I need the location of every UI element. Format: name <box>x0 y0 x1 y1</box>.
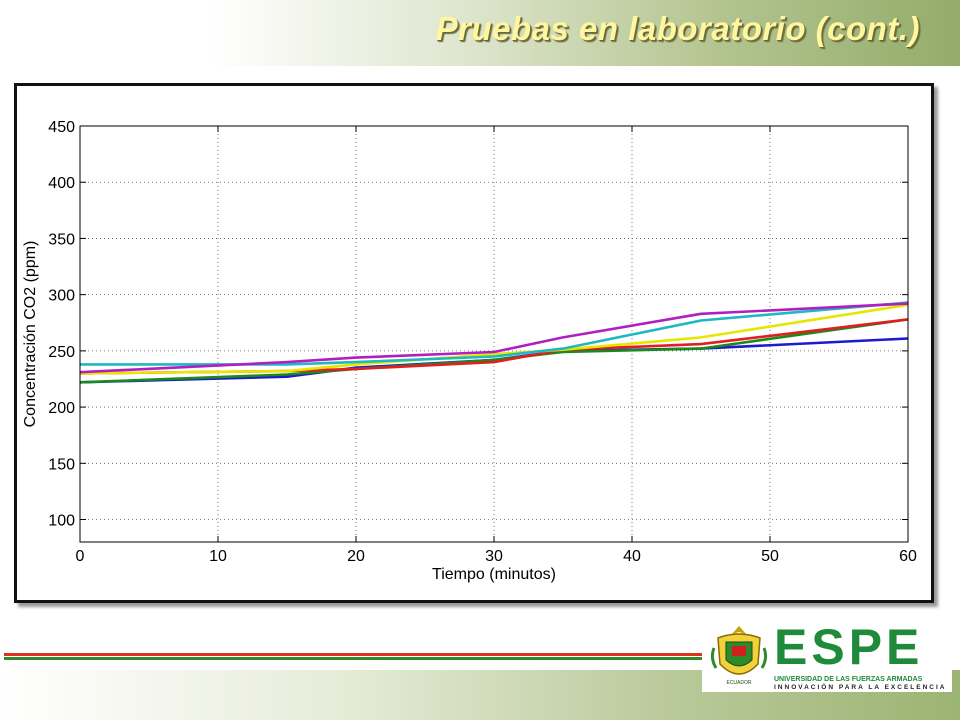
y-axis-label: Concentración CO2 (ppm) <box>22 241 39 428</box>
y-tick-label: 450 <box>48 119 75 136</box>
x-axis-label: Tiempo (minutos) <box>432 566 556 583</box>
y-tick-label: 100 <box>48 513 75 530</box>
x-tick-label: 50 <box>761 548 779 565</box>
series-line-5 <box>80 301 909 366</box>
y-tick-label: 200 <box>48 400 75 417</box>
x-tick-label: 0 <box>76 548 85 565</box>
slide-title: Pruebas en laboratorio (cont.) <box>435 10 920 47</box>
y-tick-label: 400 <box>48 175 75 192</box>
x-tick-label: 60 <box>899 548 917 565</box>
series-line-6 <box>79 302 909 374</box>
logo-tagline: INNOVACIÓN PARA LA EXCELENCIA <box>774 684 947 691</box>
co2-line-chart: 0 10 20 30 40 50 60 100 150 200 250 300 350 400 450 Tie… <box>22 119 917 583</box>
x-tick-label: 30 <box>485 548 503 565</box>
title-band <box>0 0 960 66</box>
svg-text:ECUADOR: ECUADOR <box>726 680 751 686</box>
espe-logo: ECUADOR ESPE UNIVERSIDAD DE LAS FUERZAS … <box>702 620 952 692</box>
logo-subtitle: UNIVERSIDAD DE LAS FUERZAS ARMADAS <box>774 676 923 683</box>
plot-border <box>79 125 909 543</box>
x-tick-label: 20 <box>347 548 365 565</box>
chart-frame: 0 10 20 30 40 50 60 100 150 200 250 300 350 400 450 Tie… <box>14 83 934 603</box>
decorative-stripes <box>4 653 702 663</box>
y-tick-label: 300 <box>48 288 75 305</box>
series-line-4 <box>79 303 909 375</box>
x-tick-label: 10 <box>209 548 227 565</box>
series-line-2 <box>79 318 909 384</box>
y-tick-label: 150 <box>48 456 75 473</box>
x-tick-label: 40 <box>623 548 641 565</box>
y-tick-label: 350 <box>48 231 75 248</box>
y-tick-label: 250 <box>48 344 75 361</box>
espe-wordmark: ESPE <box>774 619 924 675</box>
university-crest-icon: ECUADOR <box>710 626 768 686</box>
